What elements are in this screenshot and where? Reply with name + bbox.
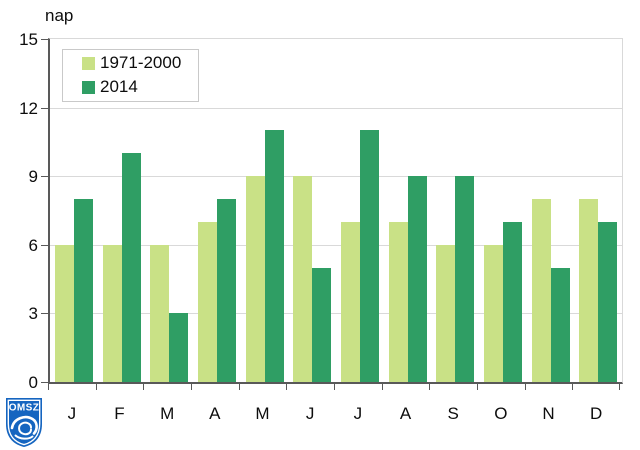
bar-2014-N-11 xyxy=(550,267,570,382)
y-tick-mark-15 xyxy=(41,39,48,40)
bar-1971-2000-M-5 xyxy=(245,176,265,382)
bar-1971-2000-A-8 xyxy=(388,221,408,382)
bar-1971-2000-S-9 xyxy=(436,244,456,382)
bar-1971-2000-O-10 xyxy=(483,244,503,382)
y-tick-label-6: 6 xyxy=(28,235,38,255)
x-tick-mark-6 xyxy=(334,384,335,390)
x-tick-mark-11 xyxy=(572,384,574,390)
x-tick-mark-1 xyxy=(95,384,97,390)
y-tick-mark-6 xyxy=(41,244,48,246)
x-tick-label-6: J xyxy=(305,404,315,423)
y-tick-label-9: 9 xyxy=(28,167,38,187)
legend-swatch-1971-2000 xyxy=(82,57,95,71)
bar-2014-J-7 xyxy=(359,130,379,382)
y-tick-label-0: 0 xyxy=(28,373,38,392)
gridline-y-12 xyxy=(50,107,622,109)
x-tick-label-5: M xyxy=(255,404,270,423)
x-tick-label-12: D xyxy=(590,404,603,423)
bar-2014-J-1 xyxy=(73,199,93,382)
logo-shield-inner-border xyxy=(7,399,41,446)
y-tick-mark-12 xyxy=(41,107,48,109)
bar-2014-A-4 xyxy=(216,199,236,382)
bar-1971-2000-F-2 xyxy=(102,244,122,382)
bar-1971-2000-D-12 xyxy=(579,199,599,382)
y-tick-label-15: 15 xyxy=(19,30,38,49)
x-tick-mark-2 xyxy=(143,384,145,390)
legend-swatch-2014 xyxy=(82,80,95,94)
x-tick-mark-7 xyxy=(381,384,383,390)
x-tick-label-4: A xyxy=(209,404,221,423)
y-tick-label-3: 3 xyxy=(28,304,38,324)
x-tick-mark-4 xyxy=(238,384,240,390)
x-tick-label-10: O xyxy=(494,404,508,423)
y-tick-mark-3 xyxy=(41,313,48,315)
x-tick-mark-5 xyxy=(286,384,288,390)
bar-1971-2000-A-4 xyxy=(197,221,217,382)
gridline-y-3 xyxy=(50,313,622,315)
x-tick-mark-12 xyxy=(619,384,620,390)
bar-2014-S-9 xyxy=(455,176,475,382)
bar-2014-O-10 xyxy=(502,221,522,382)
x-tick-label-9: S xyxy=(447,404,459,423)
x-tick-label-2: F xyxy=(114,404,125,423)
omsz-logo: OMSZ xyxy=(6,398,42,447)
x-tick-label-11: N xyxy=(542,404,555,423)
x-tick-label-8: A xyxy=(399,404,412,423)
bar-2014-D-12 xyxy=(598,221,618,382)
x-tick-label-3: M xyxy=(160,404,175,423)
gridline-y-9 xyxy=(50,176,622,178)
bar-1971-2000-N-11 xyxy=(531,199,551,382)
bar-2014-J-6 xyxy=(312,267,332,382)
logo-wave-icon xyxy=(10,415,38,440)
x-tick-mark-8 xyxy=(429,384,431,390)
y-axis-unit-label: nap xyxy=(45,6,74,25)
x-tick-mark-3 xyxy=(191,384,192,390)
legend-item-1971-2000: 1971-2000 xyxy=(82,54,198,73)
logo-text: OMSZ xyxy=(9,403,40,414)
x-tick-label-1: J xyxy=(67,404,77,423)
y-tick-mark-0 xyxy=(41,382,48,383)
legend-item-2014: 2014 xyxy=(82,77,198,97)
y-tick-label-12: 12 xyxy=(19,98,38,118)
plot-area xyxy=(48,38,623,384)
bar-2014-M-5 xyxy=(264,130,284,382)
bar-2014-M-3 xyxy=(169,313,189,382)
x-tick-mark-9 xyxy=(477,384,478,390)
bar-1971-2000-J-1 xyxy=(54,244,74,382)
x-tick-label-7: J xyxy=(353,404,363,423)
y-tick-mark-9 xyxy=(41,176,48,178)
legend: 1971-2000 2014 xyxy=(62,49,199,102)
x-tick-mark-0 xyxy=(48,384,49,390)
bar-2014-F-2 xyxy=(121,153,141,382)
legend-label-2014: 2014 xyxy=(100,77,138,96)
x-tick-mark-10 xyxy=(524,384,526,390)
bar-2014-A-8 xyxy=(407,176,427,382)
bar-1971-2000-M-3 xyxy=(150,244,170,382)
legend-label-1971-2000: 1971-2000 xyxy=(100,53,182,73)
bar-1971-2000-J-7 xyxy=(340,221,360,382)
gridline-y-6 xyxy=(50,244,622,246)
bar-1971-2000-J-6 xyxy=(293,176,313,382)
